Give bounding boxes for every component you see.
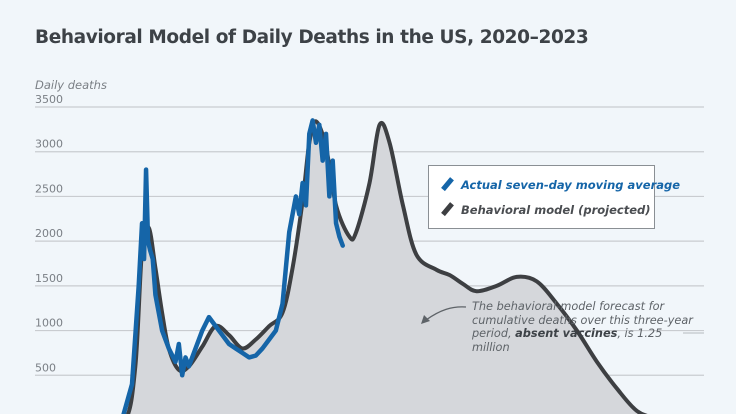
y-tick-label: 2500 [35,182,63,195]
y-tick-label: 3000 [35,138,63,151]
y-tick-label: 1000 [35,317,63,330]
arrow-head-icon [421,315,430,324]
annotation-emphasis: absent vaccines [515,327,618,340]
annotation-text: The behavioral-model forecast for cumula… [472,300,702,354]
y-axis-label: Daily deaths [35,78,107,92]
legend-swatch-actual [441,177,454,192]
series-line-actual-average [121,118,345,414]
legend-label-actual: Actual seven-day moving average [461,178,681,192]
y-tick-label: 1500 [35,272,63,285]
y-tick-label: 3500 [35,93,63,106]
y-tick-labels: 500 1000 1500 2000 2500 3000 3500 [35,93,63,374]
annotation-line-1: The behavioral-model forecast for [472,300,665,313]
annotation-arrow [421,306,704,334]
legend-label-model: Behavioral model (projected) [461,203,651,217]
legend: Actual seven-day moving average Behavior… [428,165,680,229]
annotation-line-3-suffix: , is 1.25 million [472,327,663,354]
legend-swatch-model [441,202,454,217]
chart-title: Behavioral Model of Daily Deaths in the … [35,27,589,48]
y-tick-label: 500 [35,361,56,374]
y-tick-label: 2000 [35,227,63,240]
annotation-line-2: cumulative deaths over this three-year [472,313,693,327]
annotation-line-3: period, absent vaccines, is 1.25 million [472,327,702,354]
annotation-line-3-prefix: period, [472,327,516,340]
